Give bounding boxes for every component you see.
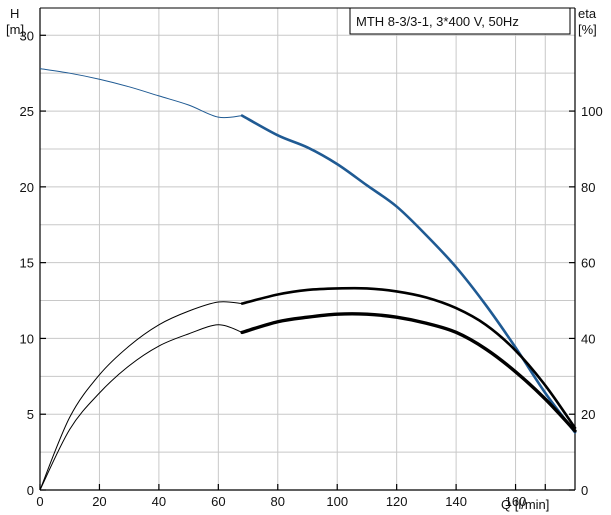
x-axis-title: Q [l/min] [501,497,549,512]
x-tick-label-0: 0 [36,494,43,509]
y-left-axis-title-line2: [m] [6,22,24,37]
series-efficiency-lower-extended [39,324,243,491]
series-head-extended [39,68,243,119]
y-left-tick-label-4: 20 [20,180,34,195]
x-tick-label-1: 20 [92,494,106,509]
y-right-axis-title-line1: eta [578,6,597,21]
x-tick-label-2: 40 [152,494,166,509]
grid-layer [40,8,575,490]
series-efficiency-lower-operating [240,312,577,433]
y-left-tick-label-0: 0 [27,483,34,498]
chart-title-frame [349,7,571,35]
x-tick-label-7: 140 [445,494,467,509]
x-tick-label-4: 80 [271,494,285,509]
x-tick-label-6: 120 [386,494,408,509]
series-efficiency-upper-operating [240,286,577,430]
series-efficiency-upper-extended [39,301,243,491]
x-tick-label-3: 60 [211,494,225,509]
series-layer [39,68,577,491]
y-left-tick-label-5: 25 [20,104,34,119]
y-left-tick-label-6: 30 [20,28,34,43]
chart-title: MTH 8-3/3-1, 3*400 V, 50Hz [356,14,519,29]
y-left-axis-title-line1: H [10,6,19,21]
labels-layer: 0 5 10 15 20 25 30 0 20 40 60 80 100 0 20 40 60 80 100 120 1… [20,28,603,509]
y-right-tick-label-5: 100 [581,104,603,119]
chart-title-box: MTH 8-3/3-1, 3*400 V, 50Hz [349,7,571,35]
series-head-operating [240,114,577,434]
y-right-tick-label-2: 40 [581,331,595,346]
y-right-tick-label-0: 0 [581,483,588,498]
y-right-tick-label-1: 20 [581,407,595,422]
y-right-axis-title-line2: [%] [578,22,597,37]
x-tick-label-8: 160 [505,494,527,509]
x-tick-label-5: 100 [326,494,348,509]
y-left-tick-label-2: 10 [20,331,34,346]
y-left-tick-label-3: 15 [20,256,34,271]
y-right-tick-label-3: 60 [581,256,595,271]
y-left-tick-label-1: 5 [27,407,34,422]
y-right-tick-label-4: 80 [581,180,595,195]
axes-layer [39,7,576,491]
